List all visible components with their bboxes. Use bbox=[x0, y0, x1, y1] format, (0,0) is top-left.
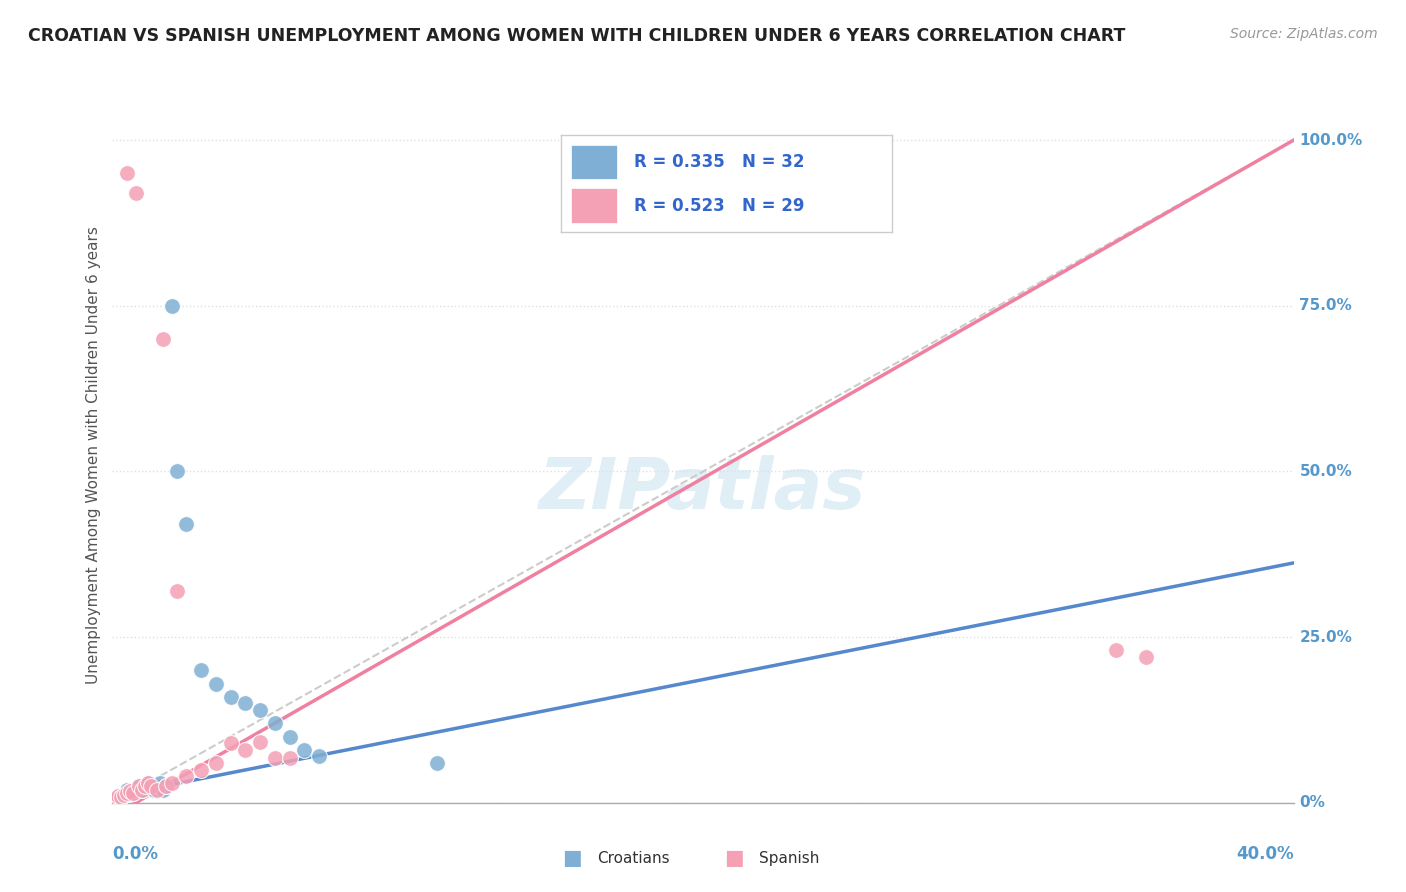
Point bbox=[149, 776, 172, 790]
Text: 25.0%: 25.0% bbox=[1299, 630, 1353, 645]
FancyBboxPatch shape bbox=[571, 188, 617, 222]
Point bbox=[155, 779, 177, 793]
Text: Croatians: Croatians bbox=[598, 851, 671, 865]
Point bbox=[233, 697, 256, 711]
Point bbox=[139, 779, 162, 793]
Point bbox=[152, 782, 174, 797]
Point bbox=[1105, 643, 1128, 657]
Point bbox=[120, 784, 142, 798]
FancyBboxPatch shape bbox=[571, 145, 617, 178]
Text: 40.0%: 40.0% bbox=[1236, 845, 1294, 863]
Text: Source: ZipAtlas.com: Source: ZipAtlas.com bbox=[1230, 27, 1378, 41]
Point bbox=[249, 735, 271, 749]
Text: R = 0.523   N = 29: R = 0.523 N = 29 bbox=[634, 197, 804, 215]
Point bbox=[219, 690, 242, 704]
Text: 100.0%: 100.0% bbox=[1299, 133, 1362, 148]
Text: Spanish: Spanish bbox=[759, 851, 820, 865]
Point bbox=[146, 779, 169, 793]
Point bbox=[146, 782, 169, 797]
Point bbox=[166, 465, 188, 479]
Text: ■: ■ bbox=[724, 848, 744, 868]
Point bbox=[117, 166, 138, 180]
Point bbox=[142, 782, 165, 797]
Point bbox=[136, 776, 159, 790]
Point bbox=[308, 749, 330, 764]
Point bbox=[125, 782, 148, 797]
Point bbox=[160, 776, 183, 790]
Point bbox=[152, 332, 174, 346]
Point bbox=[134, 779, 156, 793]
Text: ■: ■ bbox=[562, 848, 582, 868]
Point bbox=[104, 792, 127, 806]
Point bbox=[426, 756, 449, 770]
Point bbox=[117, 786, 138, 800]
Point bbox=[110, 790, 132, 805]
Text: 75.0%: 75.0% bbox=[1299, 298, 1353, 313]
Point bbox=[1135, 650, 1157, 665]
Text: CROATIAN VS SPANISH UNEMPLOYMENT AMONG WOMEN WITH CHILDREN UNDER 6 YEARS CORRELA: CROATIAN VS SPANISH UNEMPLOYMENT AMONG W… bbox=[28, 27, 1125, 45]
Point bbox=[166, 583, 188, 598]
Point bbox=[219, 736, 242, 750]
Point bbox=[107, 789, 129, 804]
Point bbox=[292, 743, 315, 757]
Point bbox=[278, 750, 301, 764]
Point bbox=[131, 782, 153, 797]
Point bbox=[249, 703, 271, 717]
Point bbox=[155, 779, 177, 793]
Point bbox=[134, 779, 156, 793]
Point bbox=[122, 786, 145, 800]
Y-axis label: Unemployment Among Women with Children Under 6 years: Unemployment Among Women with Children U… bbox=[86, 226, 101, 684]
Point bbox=[112, 788, 135, 802]
Point bbox=[160, 299, 183, 313]
Text: R = 0.335   N = 32: R = 0.335 N = 32 bbox=[634, 153, 804, 171]
Point bbox=[122, 786, 145, 800]
Point bbox=[107, 789, 129, 804]
Point bbox=[205, 756, 228, 770]
Point bbox=[264, 716, 287, 731]
Point bbox=[139, 779, 162, 793]
Point bbox=[104, 792, 127, 806]
Point bbox=[117, 786, 138, 800]
Point bbox=[128, 779, 150, 793]
Point bbox=[110, 790, 132, 805]
Point bbox=[120, 784, 142, 798]
Point bbox=[128, 779, 150, 793]
Point bbox=[131, 782, 153, 797]
Point bbox=[190, 663, 212, 677]
Text: 50.0%: 50.0% bbox=[1299, 464, 1353, 479]
Point bbox=[174, 517, 197, 532]
Point bbox=[117, 782, 138, 797]
Point bbox=[205, 676, 228, 690]
Text: 0.0%: 0.0% bbox=[112, 845, 159, 863]
Text: 0%: 0% bbox=[1299, 796, 1326, 810]
Point bbox=[190, 763, 212, 777]
Point bbox=[264, 750, 287, 764]
Point bbox=[174, 769, 197, 783]
Text: ZIPatlas: ZIPatlas bbox=[540, 455, 866, 524]
Point bbox=[233, 743, 256, 757]
Point bbox=[112, 788, 135, 802]
Point bbox=[136, 776, 159, 790]
Point bbox=[278, 730, 301, 744]
Point bbox=[125, 186, 148, 201]
